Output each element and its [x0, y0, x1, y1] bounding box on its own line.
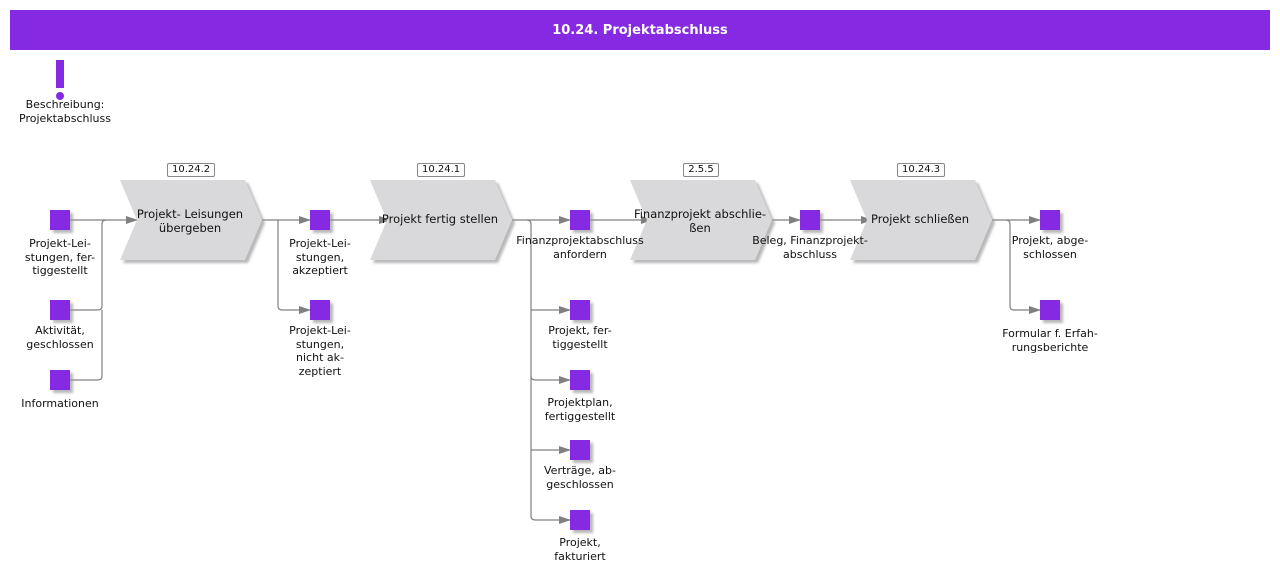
function-shape-2-5-5[interactable]: [630, 180, 772, 260]
event-label: Projekt, fakturiert: [554, 536, 606, 563]
event-square[interactable]: [570, 510, 590, 530]
event-label: Projekt, fer- tiggestellt: [548, 324, 612, 351]
event-label: Projekt-Lei- stungen, nicht ak- zeptiert: [289, 324, 351, 378]
function-label: Finanzprojekt abschlie- ßen: [633, 207, 767, 235]
event-label: Informationen: [21, 397, 99, 410]
event-square[interactable]: [1040, 210, 1060, 230]
event-square[interactable]: [50, 370, 70, 390]
event-square[interactable]: [570, 370, 590, 390]
description-label: Beschreibung: Projektabschluss: [19, 98, 111, 125]
event-square[interactable]: [570, 210, 590, 230]
event-label: Projektplan, fertiggestellt: [544, 396, 616, 423]
function-shape-10-24-3[interactable]: [850, 180, 992, 260]
event-label: Verträge, ab- geschlossen: [544, 464, 616, 491]
function-badge: 10.24.1: [417, 163, 465, 177]
connectors: [70, 216, 1041, 524]
event-square[interactable]: [310, 210, 330, 230]
event-label: Finanzprojektabschluss anfordern: [516, 234, 644, 261]
event-label: Projekt-Lei- stungen, fer- tiggestellt: [24, 237, 96, 277]
event-square[interactable]: [800, 210, 820, 230]
function-label: Projekt schließen: [870, 212, 969, 226]
event-label: Projekt-Lei- stungen, akzeptiert: [289, 237, 351, 277]
event-square[interactable]: [50, 300, 70, 320]
function-badge: 10.24.3: [897, 163, 945, 177]
function-shape-10-24-2[interactable]: [120, 180, 262, 260]
event-label: Projekt, abge- schlossen: [1011, 234, 1089, 261]
function-badge: 10.24.2: [167, 163, 215, 177]
page-title: 10.24. Projektabschluss: [552, 22, 728, 38]
function-badge: 2.5.5: [683, 163, 719, 177]
function-shape-10-24-1[interactable]: [370, 180, 512, 260]
exclamation-icon: [56, 60, 64, 100]
event-square[interactable]: [570, 300, 590, 320]
page-header: 10.24. Projektabschluss: [10, 10, 1270, 50]
function-label: Projekt- Leisungen übergeben: [136, 207, 244, 235]
event-square[interactable]: [1040, 300, 1060, 320]
event-square[interactable]: [310, 300, 330, 320]
function-label: Projekt fertig stellen: [381, 212, 499, 226]
event-label: Aktivität, geschlossen: [26, 324, 94, 351]
event-label: Formular f. Erfah- rungsberichte: [1002, 327, 1098, 354]
event-square[interactable]: [50, 210, 70, 230]
event-label: Beleg, Finanzprojekt- abschluss: [752, 234, 868, 261]
event-square[interactable]: [570, 440, 590, 460]
